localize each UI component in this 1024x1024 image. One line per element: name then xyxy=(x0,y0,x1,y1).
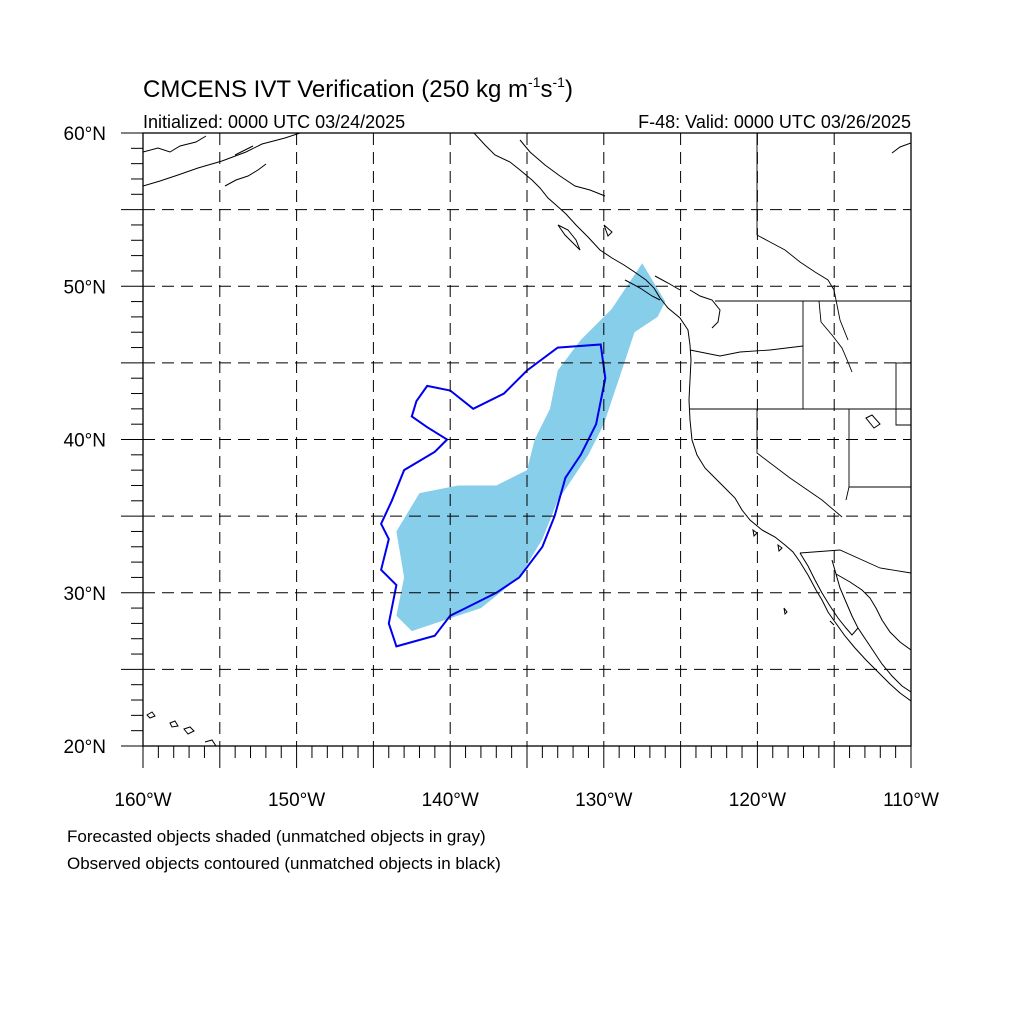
lon-tick-label: 160°W xyxy=(114,790,171,811)
lat-tick-label: 60°N xyxy=(64,124,106,145)
lat-tick-label: 20°N xyxy=(64,737,106,758)
lon-tick-label: 110°W xyxy=(883,790,939,811)
init-time-label: Initialized: 0000 UTC 03/24/2025 xyxy=(143,112,405,132)
observed-ivt-object xyxy=(379,343,607,648)
map-title: CMCENS IVT Verification (250 kg m-1s-1) xyxy=(143,74,573,103)
coastlines xyxy=(143,133,911,746)
forecast-ivt-object xyxy=(396,263,666,632)
valid-time-label: F-48: Valid: 0000 UTC 03/26/2025 xyxy=(638,112,911,132)
lon-tick-label: 150°W xyxy=(268,790,325,811)
lon-tick-label: 130°W xyxy=(575,790,632,811)
latitude-labels: 60°N 50°N 40°N 30°N 20°N xyxy=(64,124,106,758)
lat-lon-grid xyxy=(143,133,911,746)
observed-note: Observed objects contoured (unmatched ob… xyxy=(67,854,501,873)
minor-ticks xyxy=(121,132,912,768)
lon-tick-label: 120°W xyxy=(729,790,786,811)
boundaries xyxy=(689,133,911,574)
lat-tick-label: 30°N xyxy=(64,584,106,605)
forecast-note: Forecasted objects shaded (unmatched obj… xyxy=(67,827,486,846)
longitude-labels: 160°W 150°W 140°W 130°W 120°W 110°W xyxy=(114,790,939,811)
lon-tick-label: 140°W xyxy=(422,790,479,811)
lat-tick-label: 50°N xyxy=(64,277,106,298)
lat-tick-label: 40°N xyxy=(64,431,106,452)
